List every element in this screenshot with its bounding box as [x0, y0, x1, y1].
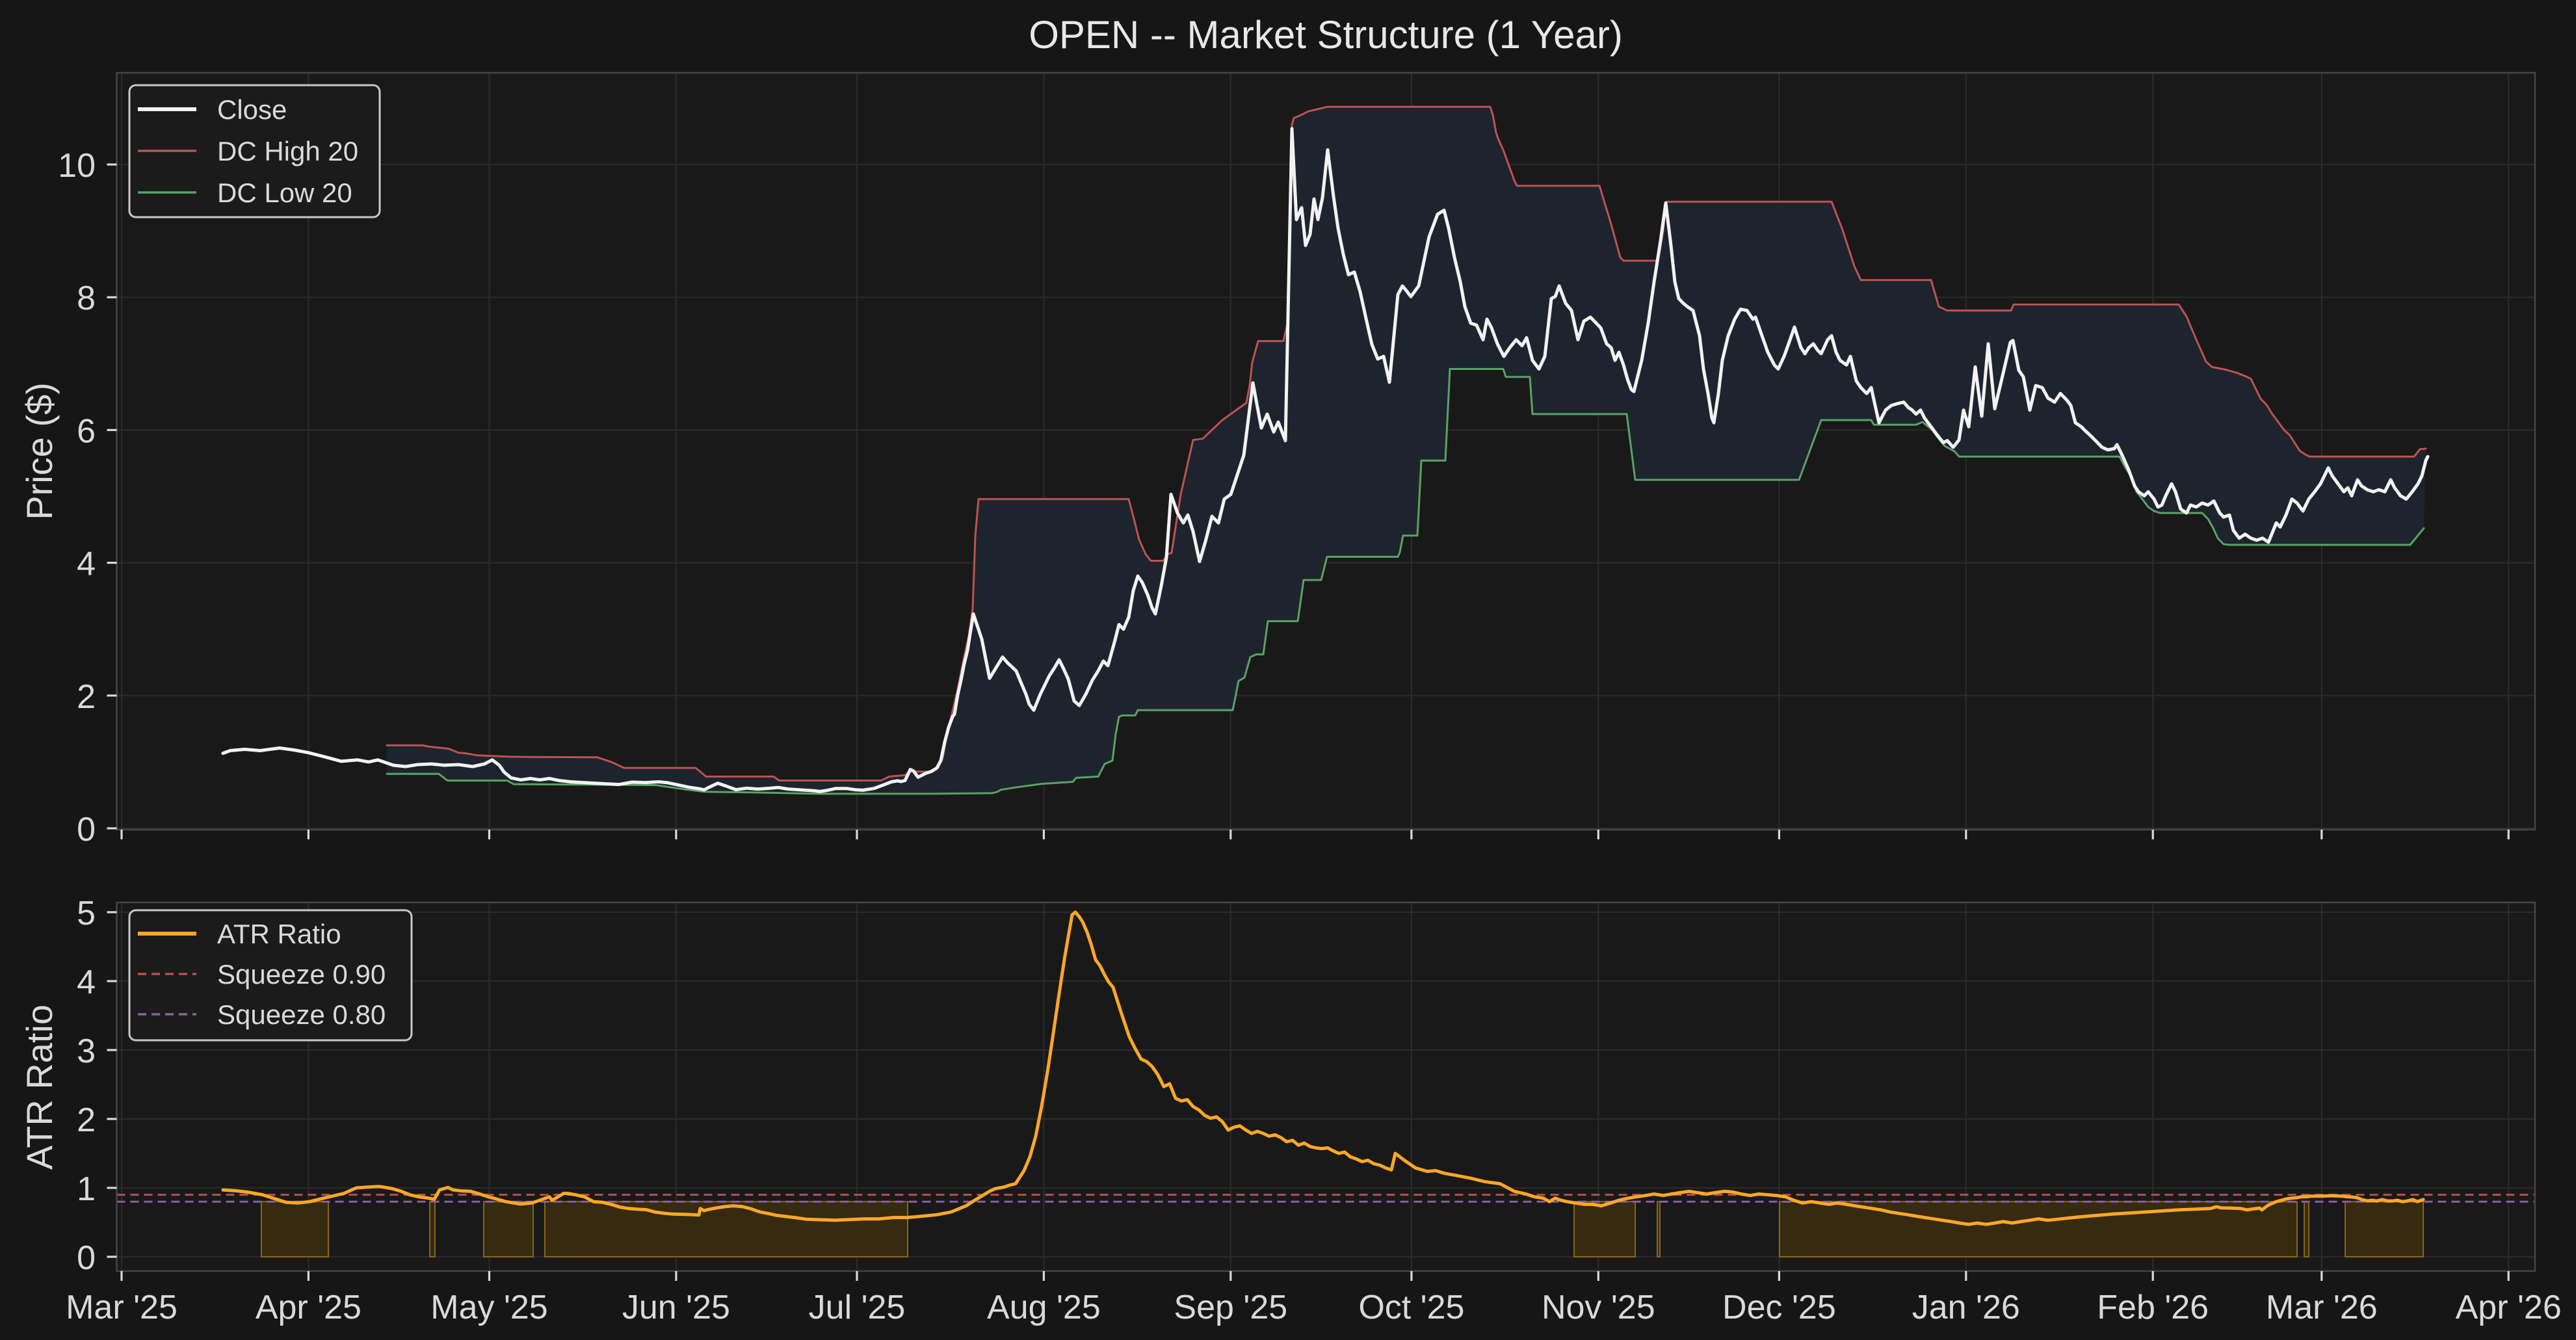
svg-text:2: 2	[77, 1101, 96, 1139]
svg-text:4: 4	[77, 964, 96, 1001]
svg-text:Apr '25: Apr '25	[256, 1289, 361, 1326]
svg-text:ATR Ratio: ATR Ratio	[19, 1005, 60, 1170]
svg-text:0: 0	[77, 811, 96, 848]
svg-text:ATR Ratio: ATR Ratio	[217, 919, 341, 949]
svg-text:DC High 20: DC High 20	[217, 136, 358, 166]
svg-text:Mar '26: Mar '26	[2266, 1289, 2378, 1326]
svg-text:5: 5	[77, 895, 96, 932]
svg-text:Close: Close	[217, 94, 287, 125]
svg-text:Dec '25: Dec '25	[1722, 1289, 1836, 1326]
svg-text:8: 8	[77, 280, 96, 317]
svg-text:2: 2	[77, 678, 96, 716]
svg-text:Squeeze 0.90: Squeeze 0.90	[217, 959, 386, 990]
svg-text:Jan '26: Jan '26	[1912, 1289, 2020, 1326]
svg-text:Jun '25: Jun '25	[622, 1289, 730, 1326]
svg-text:DC Low 20: DC Low 20	[217, 177, 352, 208]
svg-text:4: 4	[77, 545, 96, 583]
svg-text:10: 10	[58, 147, 96, 185]
svg-text:Nov '25: Nov '25	[1542, 1289, 1655, 1326]
svg-text:May '25: May '25	[430, 1289, 547, 1326]
svg-text:Apr '26: Apr '26	[2456, 1289, 2562, 1326]
svg-text:OPEN -- Market Structure (1 Ye: OPEN -- Market Structure (1 Year)	[1029, 13, 1623, 57]
svg-text:Feb '26: Feb '26	[2097, 1289, 2209, 1326]
svg-text:Oct '25: Oct '25	[1358, 1289, 1464, 1326]
svg-text:0: 0	[77, 1239, 96, 1277]
svg-text:1: 1	[77, 1170, 96, 1208]
svg-text:Sep '25: Sep '25	[1174, 1289, 1287, 1326]
svg-text:Mar '25: Mar '25	[66, 1289, 177, 1326]
svg-text:6: 6	[77, 412, 96, 450]
svg-text:Price ($): Price ($)	[19, 382, 60, 520]
svg-text:Aug '25: Aug '25	[987, 1289, 1101, 1326]
svg-text:Squeeze 0.80: Squeeze 0.80	[217, 999, 386, 1030]
svg-text:Jul '25: Jul '25	[809, 1289, 906, 1326]
svg-text:3: 3	[77, 1032, 96, 1070]
